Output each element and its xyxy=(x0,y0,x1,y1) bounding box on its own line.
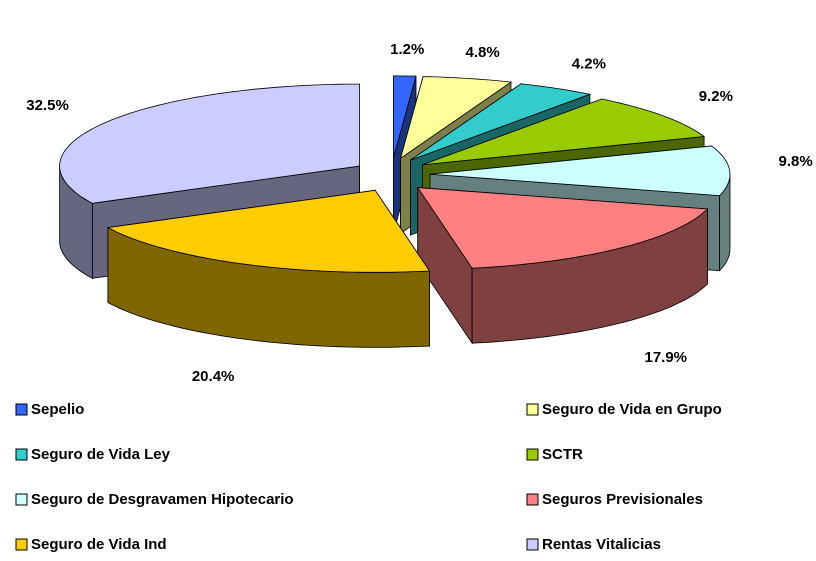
slice xyxy=(59,83,360,204)
data-label: 9.2% xyxy=(699,88,733,105)
legend-label: Seguro de Vida Ind xyxy=(31,536,167,553)
data-label: 17.9% xyxy=(644,349,687,366)
legend-swatch xyxy=(15,403,28,416)
legend-label: Rentas Vitalicias xyxy=(542,536,661,553)
labels: 1.2% 4.8% 4.2% 9.2% 9.8% 17.9% 20.4% 32.5% xyxy=(26,41,812,385)
legend-label: Seguro de Vida Ley xyxy=(31,446,171,463)
slice xyxy=(399,76,513,160)
slice xyxy=(416,187,709,269)
legend-swatch xyxy=(15,493,28,506)
legend-label: Seguro de Vida en Grupo xyxy=(542,401,722,418)
pie xyxy=(59,75,731,348)
legend-swatch xyxy=(526,403,539,416)
legend-label: Sepelio xyxy=(31,401,84,418)
data-label: 9.8% xyxy=(779,153,813,170)
data-label: 20.4% xyxy=(192,368,235,385)
data-label: 4.8% xyxy=(466,44,500,61)
legend-swatch xyxy=(526,448,539,461)
legend-swatch xyxy=(526,538,539,551)
slice xyxy=(422,98,706,166)
slice xyxy=(106,189,431,273)
legend: Sepelio Seguro de Vida en Grupo Seguro de … xyxy=(15,401,722,553)
legend-label: SCTR xyxy=(542,446,583,463)
slice xyxy=(429,145,731,197)
legend-swatch xyxy=(526,493,539,506)
slice xyxy=(410,83,592,161)
slice xyxy=(392,75,417,159)
data-label: 32.5% xyxy=(26,97,69,114)
data-label: 4.2% xyxy=(572,56,606,73)
legend-swatch xyxy=(15,448,28,461)
data-label: 1.2% xyxy=(390,41,424,58)
legend-label: Seguro de Desgravamen Hipotecario xyxy=(31,491,294,508)
legend-label: Seguros Previsionales xyxy=(542,491,703,508)
legend-swatch xyxy=(15,538,28,551)
